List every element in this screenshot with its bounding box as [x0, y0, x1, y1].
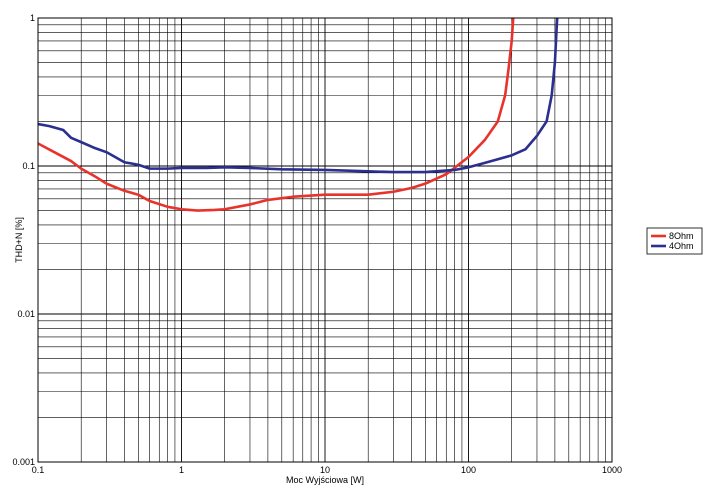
y-tick-label: 0.1 — [22, 161, 35, 171]
x-tick-label: 1 — [179, 465, 184, 475]
x-tick-label: 0.1 — [32, 465, 45, 475]
y-tick-label: 0.001 — [12, 457, 35, 467]
x-axis-title: Moc Wyjściowa [W] — [286, 475, 364, 485]
x-tick-label: 10 — [320, 465, 330, 475]
chart-grid — [37, 18, 612, 463]
series-line-4ohm — [38, 18, 559, 174]
y-axis-title: THD+N [%] — [14, 217, 24, 263]
legend-box — [646, 227, 703, 255]
x-tick-label: 100 — [461, 465, 476, 475]
y-tick-label: 1 — [30, 13, 35, 23]
y-tick-label: 0.01 — [17, 309, 35, 319]
legend-label: 8Ohm — [669, 231, 694, 241]
plot-frame — [37, 17, 613, 463]
series-line-8ohm — [38, 18, 515, 212]
axis-ticks: 0.1 1 10 100 1000 0.001 0.01 0.1 1 — [12, 13, 622, 475]
legend-label: 4Ohm — [669, 241, 694, 251]
chart-series — [38, 18, 559, 212]
x-tick-label: 1000 — [602, 465, 622, 475]
